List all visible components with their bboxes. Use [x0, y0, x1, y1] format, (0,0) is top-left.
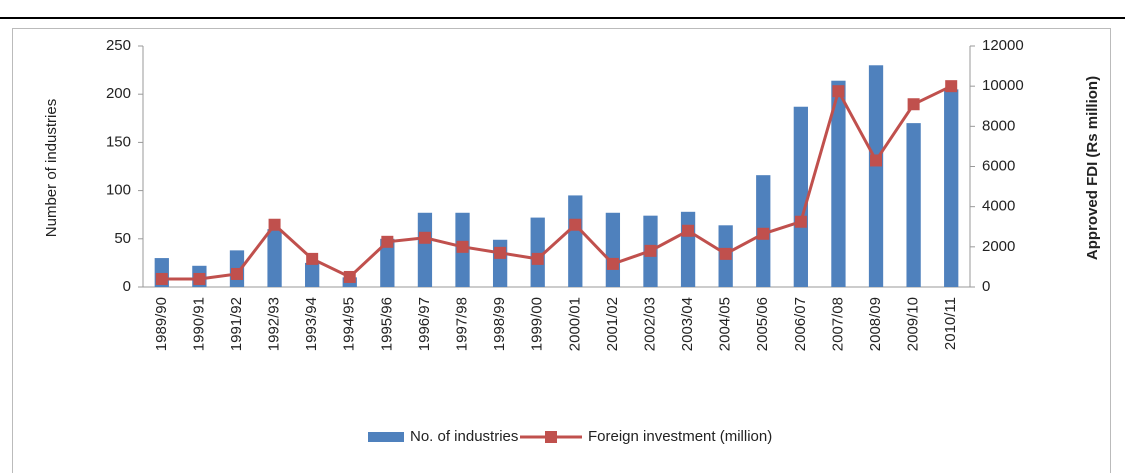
- marker: [945, 80, 958, 93]
- marker: [531, 252, 544, 265]
- bar: [530, 217, 545, 287]
- marker: [569, 218, 582, 231]
- y2-tick-label: 10000: [982, 77, 1024, 94]
- legend-label: Foreign investment (million): [588, 428, 772, 445]
- x-tick-label: 2000/01: [566, 297, 583, 351]
- bar: [831, 80, 846, 287]
- y-tick-label: 50: [114, 230, 131, 247]
- marker: [155, 272, 168, 285]
- x-tick-label: 1998/99: [491, 297, 508, 351]
- x-tick-label: 2010/11: [942, 297, 959, 350]
- marker: [757, 227, 770, 240]
- marker: [381, 235, 394, 248]
- legend-label: No. of industries: [410, 428, 518, 445]
- bar: [680, 211, 696, 287]
- y-tick-label: 200: [106, 85, 131, 102]
- y2-tick-label: 2000: [982, 238, 1015, 255]
- line: [161, 84, 952, 281]
- marker: [794, 215, 807, 228]
- x-tick-label: 2009/10: [905, 297, 922, 351]
- chart-frame: [12, 28, 1111, 473]
- y2-axis-label: Approved FDI (Rs million): [1084, 76, 1101, 260]
- bar: [568, 195, 583, 287]
- x-tick-label: 2007/08: [829, 297, 846, 351]
- x-tick-label: 2003/04: [679, 297, 696, 351]
- y2-tick-label: 4000: [982, 198, 1015, 215]
- legend-swatch: [545, 431, 557, 443]
- y2-tick-label: 8000: [982, 117, 1015, 134]
- marker: [343, 270, 356, 283]
- y2-tick-label: 12000: [982, 37, 1024, 54]
- bar: [605, 212, 621, 287]
- x-tick-label: 1990/91: [190, 297, 207, 351]
- x-tick-label: 2004/05: [717, 297, 734, 351]
- x-tick-label: 2002/03: [641, 297, 658, 351]
- bar: [793, 106, 808, 288]
- x-tick-label: 2006/07: [792, 297, 809, 351]
- marker: [719, 247, 732, 260]
- bar: [906, 123, 921, 288]
- marker: [606, 257, 619, 270]
- marker: [193, 272, 206, 285]
- bar: [868, 65, 884, 287]
- marker: [268, 218, 281, 231]
- bar: [417, 212, 433, 287]
- x-tick-label: 1996/97: [416, 297, 433, 351]
- y-axis-label: Number of industries: [43, 99, 60, 237]
- x-tick-label: 2005/06: [754, 297, 771, 351]
- x-tick-label: 1993/94: [303, 297, 320, 351]
- bar: [305, 262, 320, 287]
- y-tick-label: 250: [106, 37, 131, 54]
- x-tick-label: 1999/00: [529, 297, 546, 351]
- x-tick-label: 1991/92: [228, 297, 245, 351]
- legend-swatch: [368, 432, 404, 442]
- y2-tick-label: 6000: [982, 157, 1015, 174]
- marker: [494, 246, 507, 259]
- marker: [644, 244, 657, 257]
- x-tick-label: 1997/98: [453, 297, 470, 351]
- marker: [418, 231, 431, 244]
- y-tick-label: 150: [106, 133, 131, 150]
- x-tick-label: 1992/93: [266, 297, 283, 351]
- marker: [230, 267, 243, 280]
- y-tick-label: 100: [106, 182, 131, 199]
- marker: [456, 240, 469, 253]
- bar: [267, 229, 282, 287]
- bar: [380, 238, 395, 287]
- y2-tick-label: 0: [982, 278, 990, 295]
- marker: [870, 154, 883, 167]
- bar: [944, 89, 959, 287]
- x-tick-label: 1995/96: [378, 297, 395, 351]
- x-tick-label: 1994/95: [341, 297, 358, 351]
- bar: [492, 239, 508, 287]
- x-tick-label: 2001/02: [604, 297, 621, 351]
- marker: [832, 85, 845, 98]
- x-tick-label: 1989/90: [153, 297, 170, 351]
- marker: [306, 252, 319, 265]
- marker: [682, 224, 695, 237]
- x-tick-label: 2008/09: [867, 297, 884, 351]
- marker: [907, 98, 920, 111]
- y-tick-label: 0: [123, 278, 131, 295]
